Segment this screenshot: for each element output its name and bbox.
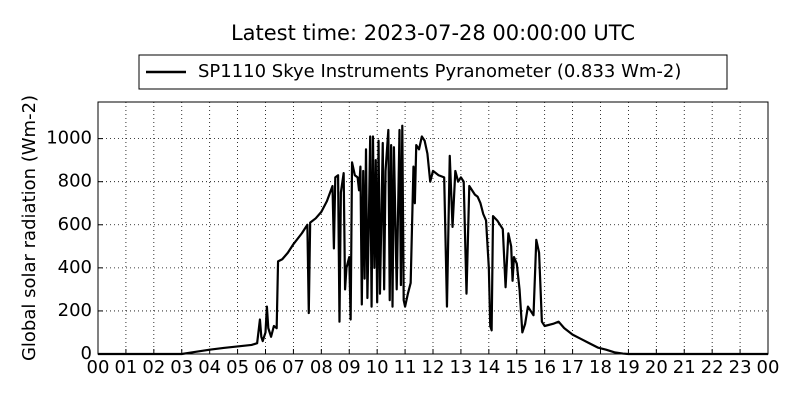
x-tick-label: 08 [310,357,333,378]
y-tick-label: 400 [58,257,92,278]
x-tick-label: 09 [338,357,361,378]
y-tick-label: 800 [58,171,92,192]
x-tick-label: 17 [561,357,584,378]
x-tick-label: 22 [701,357,724,378]
y-tick-label: 0 [81,343,92,364]
x-tick-label: 11 [394,357,417,378]
plot-frame [97,101,769,355]
y-tick-label: 600 [58,214,92,235]
x-tick-label: 20 [645,357,668,378]
x-tick-label: 03 [170,357,193,378]
x-tick-label: 18 [589,357,612,378]
x-tick-label: 23 [729,357,752,378]
x-tick-label: 21 [673,357,696,378]
x-tick-label: 00 [757,357,780,378]
y-axis-label: Global solar radiation (Wm-2) [19,95,40,361]
legend-label: SP1110 Skye Instruments Pyranometer (0.8… [198,61,681,82]
chart-title: Latest time: 2023-07-28 00:00:00 UTC [231,21,635,45]
x-tick-label: 07 [282,357,305,378]
x-tick-label: 12 [422,357,445,378]
x-tick-label: 14 [477,357,500,378]
legend-box [138,54,728,90]
x-tick-label: 05 [226,357,249,378]
x-tick-label: 02 [142,357,165,378]
y-tick-label: 1000 [46,128,92,149]
x-tick-label: 00 [87,357,110,378]
x-tick-label: 19 [617,357,640,378]
x-tick-label: 15 [505,357,528,378]
x-tick-label: 13 [449,357,472,378]
x-tick-label: 16 [533,357,556,378]
x-tick-label: 06 [254,357,277,378]
x-tick-label: 01 [114,357,137,378]
x-tick-label: 04 [198,357,221,378]
y-tick-label: 200 [58,300,92,321]
x-tick-label: 10 [366,357,389,378]
data-line [98,124,768,356]
